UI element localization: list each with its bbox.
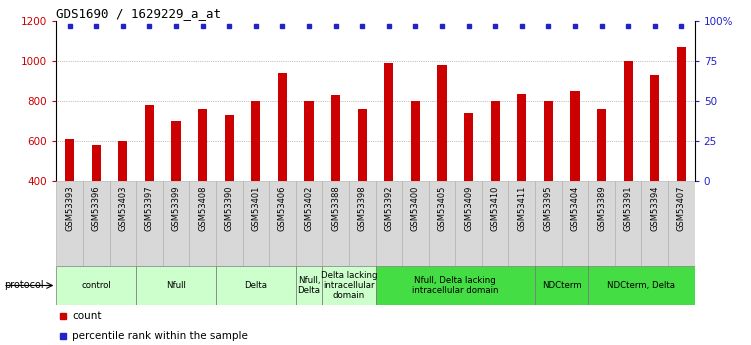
Bar (517, 94, 526, 181)
Bar (136, 181, 163, 266)
Text: GSM53404: GSM53404 (571, 185, 580, 231)
Bar (269, 181, 296, 266)
Bar (623, 61, 633, 181)
Bar (278, 73, 287, 181)
Text: percentile rank within the sample: percentile rank within the sample (72, 331, 248, 341)
Bar (304, 101, 314, 181)
Text: GSM53409: GSM53409 (464, 185, 473, 231)
Bar (385, 63, 394, 181)
Text: Delta lacking
intracellular
domain: Delta lacking intracellular domain (321, 270, 377, 300)
Bar (322, 266, 376, 305)
Text: GSM53398: GSM53398 (357, 185, 366, 231)
Text: protocol: protocol (4, 280, 44, 290)
Bar (296, 181, 322, 266)
Text: GSM53403: GSM53403 (119, 185, 128, 231)
Text: GSM53407: GSM53407 (677, 185, 686, 231)
Bar (216, 266, 296, 305)
Text: Nfull,
Delta: Nfull, Delta (297, 276, 321, 295)
Bar (562, 181, 588, 266)
Bar (357, 109, 366, 181)
Text: Nfull: Nfull (166, 281, 186, 290)
Bar (118, 141, 128, 181)
Bar (597, 109, 606, 181)
Bar (535, 266, 588, 305)
Bar (331, 95, 340, 181)
Text: GSM53408: GSM53408 (198, 185, 207, 231)
Bar (544, 101, 553, 181)
Bar (163, 181, 189, 266)
Bar (136, 266, 216, 305)
Bar (225, 115, 234, 181)
Text: NDCterm: NDCterm (542, 281, 581, 290)
Bar (482, 181, 508, 266)
Bar (570, 91, 580, 181)
Text: GSM53399: GSM53399 (171, 185, 180, 231)
Bar (349, 181, 376, 266)
Bar (296, 266, 322, 305)
Text: NDCterm, Delta: NDCterm, Delta (608, 281, 675, 290)
Bar (615, 181, 641, 266)
Bar (535, 181, 562, 266)
Text: GSM53411: GSM53411 (517, 185, 526, 231)
Bar (145, 105, 154, 181)
Bar (376, 181, 402, 266)
Bar (588, 266, 695, 305)
Bar (437, 65, 447, 181)
Text: control: control (81, 281, 111, 290)
Text: GSM53410: GSM53410 (490, 185, 499, 231)
Text: GDS1690 / 1629229_a_at: GDS1690 / 1629229_a_at (56, 7, 222, 20)
Text: GSM53397: GSM53397 (145, 185, 154, 231)
Text: GSM53401: GSM53401 (252, 185, 261, 231)
Text: GSM53400: GSM53400 (411, 185, 420, 231)
Text: GSM53389: GSM53389 (597, 185, 606, 231)
Bar (216, 181, 243, 266)
Bar (668, 181, 695, 266)
Bar (641, 181, 668, 266)
Text: GSM53405: GSM53405 (438, 185, 447, 231)
Bar (677, 47, 686, 181)
Text: GSM53394: GSM53394 (650, 185, 659, 231)
Bar (464, 113, 473, 181)
Bar (376, 266, 535, 305)
Bar (650, 75, 659, 181)
Bar (251, 101, 261, 181)
Text: GSM53392: GSM53392 (385, 185, 394, 231)
Text: GSM53396: GSM53396 (92, 185, 101, 231)
Text: GSM53395: GSM53395 (544, 185, 553, 231)
Bar (322, 181, 349, 266)
Text: GSM53390: GSM53390 (225, 185, 234, 231)
Bar (92, 145, 101, 181)
Text: GSM53406: GSM53406 (278, 185, 287, 231)
Bar (455, 181, 482, 266)
Bar (243, 181, 269, 266)
Text: GSM53393: GSM53393 (65, 185, 74, 231)
Text: GSM53402: GSM53402 (304, 185, 313, 231)
Bar (198, 109, 207, 181)
Bar (56, 266, 136, 305)
Text: Nfull, Delta lacking
intracellular domain: Nfull, Delta lacking intracellular domai… (412, 276, 499, 295)
Bar (588, 181, 615, 266)
Bar (83, 181, 110, 266)
Text: GSM53388: GSM53388 (331, 185, 340, 231)
Bar (402, 181, 429, 266)
Bar (171, 121, 181, 181)
Bar (189, 181, 216, 266)
Text: Delta: Delta (244, 281, 267, 290)
Text: GSM53391: GSM53391 (623, 185, 632, 231)
Bar (508, 181, 535, 266)
Bar (65, 139, 74, 181)
Bar (411, 101, 420, 181)
Bar (429, 181, 455, 266)
Bar (490, 101, 500, 181)
Text: count: count (72, 312, 102, 322)
Bar (110, 181, 136, 266)
Bar (56, 181, 83, 266)
